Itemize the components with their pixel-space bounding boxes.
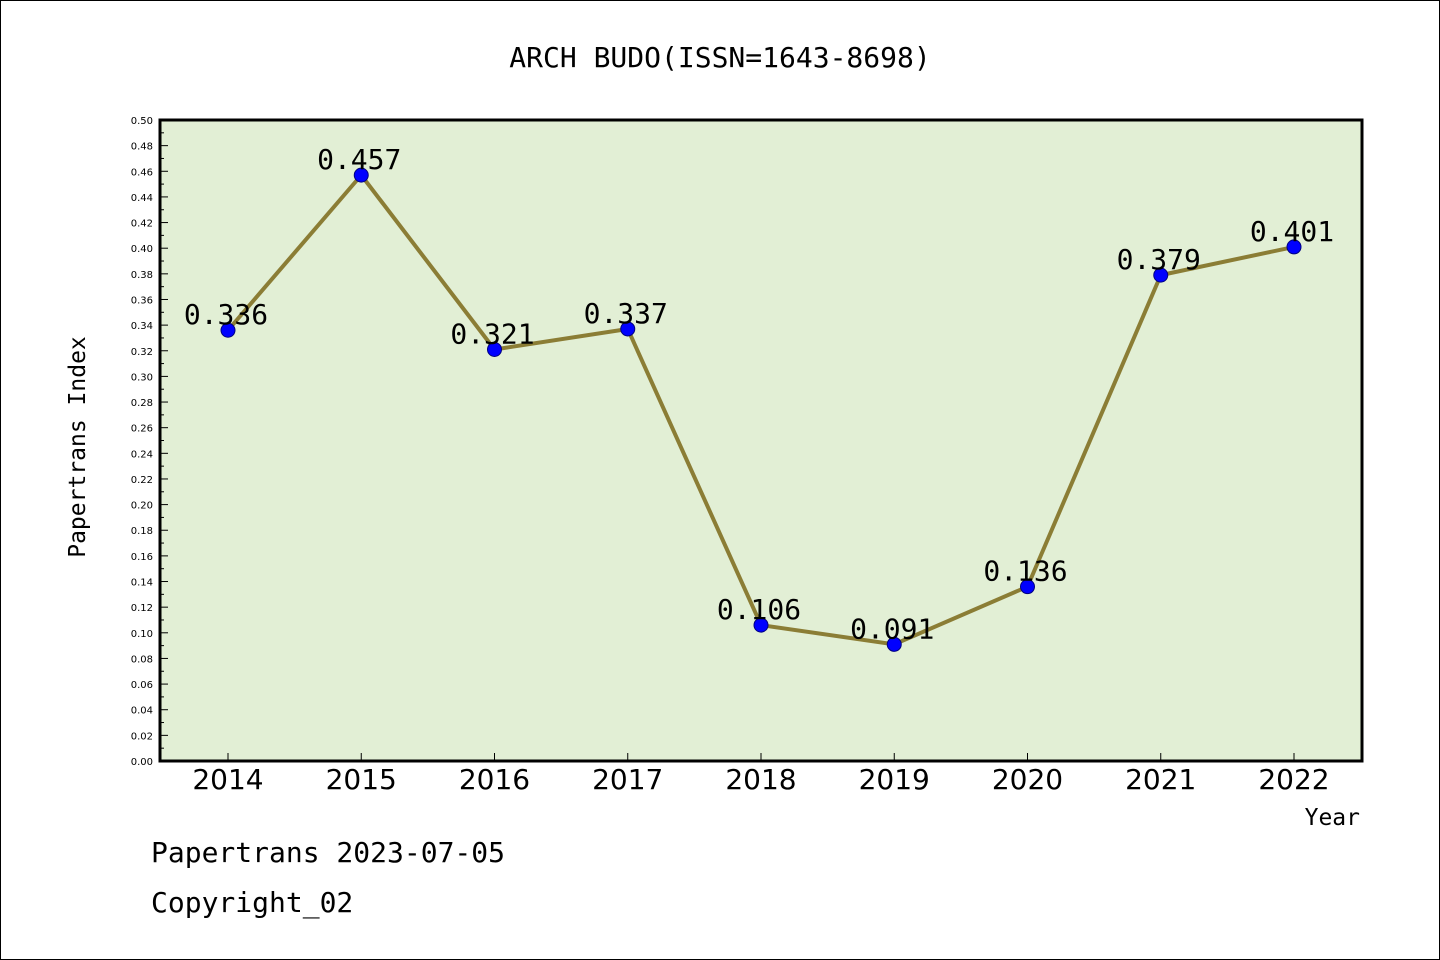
y-tick-label: 0.06 [131,680,153,691]
data-label: 0.379 [1117,243,1201,276]
y-tick-label: 0.22 [131,475,153,486]
data-point-marker [1153,267,1169,283]
data-point-marker [753,617,769,633]
y-tick-label: 0.00 [131,757,153,768]
y-tick-label: 0.34 [131,321,153,332]
plot-frame [158,118,1364,763]
y-tick-label: 0.46 [131,167,153,178]
x-tick-label: 2018 [725,763,796,796]
x-tick-label: 2019 [859,763,930,796]
x-tick-label: 2021 [1125,763,1196,796]
y-tick-label: 0.04 [131,706,153,717]
data-label: 0.091 [850,612,934,645]
x-axis-ticks: 2014 2015 2016 2017 2018 2019 2020 2021 2022 [192,753,1330,796]
data-label: 0.321 [450,317,534,350]
data-point-marker [620,321,636,337]
data-point-marker [487,341,502,357]
data-label: 0.457 [317,143,401,176]
data-label-layer: 0.336 0.457 0.321 0.337 0.106 0.091 0.136 0.379… [184,143,1334,645]
data-label: 0.136 [983,555,1067,588]
data-point-marker [1020,579,1035,595]
x-tick-label: 2022 [1258,763,1329,796]
data-label: 0.401 [1250,215,1334,248]
y-tick-label: 0.40 [131,244,153,255]
y-axis-ticks: 0.00 0.02 0.04 0.06 0.08 0.10 0.12 0.14 0.16 0.18… [131,116,168,768]
y-tick-label: 0.36 [131,295,153,306]
y-tick-label: 0.44 [131,193,153,204]
y-tick-label: 0.16 [131,552,153,563]
y-tick-label: 0.32 [131,347,153,358]
data-point-marker [886,636,902,652]
y-tick-label: 0.48 [131,142,153,153]
y-axis-label: Papertrans Index [65,336,91,558]
x-tick-label: 2020 [992,763,1063,796]
data-label: 0.106 [717,593,801,626]
y-tick-label: 0.24 [131,449,153,460]
x-tick-label: 2015 [326,763,397,796]
y-tick-label: 0.26 [131,424,153,435]
footer-copyright: Copyright_02 [151,886,354,919]
y-tick-label: 0.30 [131,372,153,383]
data-label: 0.337 [584,297,668,330]
series-layer [220,167,1302,652]
y-tick-label: 0.28 [131,398,153,409]
y-tick-label: 0.08 [131,654,153,665]
y-tick-label: 0.20 [131,501,153,512]
data-point-marker [220,322,236,338]
data-point-marker [1286,239,1302,255]
x-tick-label: 2017 [592,763,663,796]
x-tick-label: 2014 [192,763,263,796]
y-tick-label: 0.14 [131,578,153,589]
y-tick-label: 0.18 [131,526,153,537]
y-tick-label: 0.10 [131,629,153,640]
footer-date: Papertrans 2023-07-05 [151,836,506,869]
data-point-marker [353,167,369,183]
x-tick-label: 2016 [459,763,530,796]
x-axis-label: Year [1305,805,1360,831]
y-tick-label: 0.50 [131,116,153,127]
y-tick-label: 0.12 [131,603,153,614]
plot-area [160,120,1362,761]
y-tick-label: 0.38 [131,270,153,281]
y-tick-label: 0.42 [131,219,153,230]
chart-title: ARCH BUDO(ISSN=1643-8698) [509,41,930,74]
data-label: 0.336 [184,298,268,331]
y-tick-label: 0.02 [131,731,153,742]
